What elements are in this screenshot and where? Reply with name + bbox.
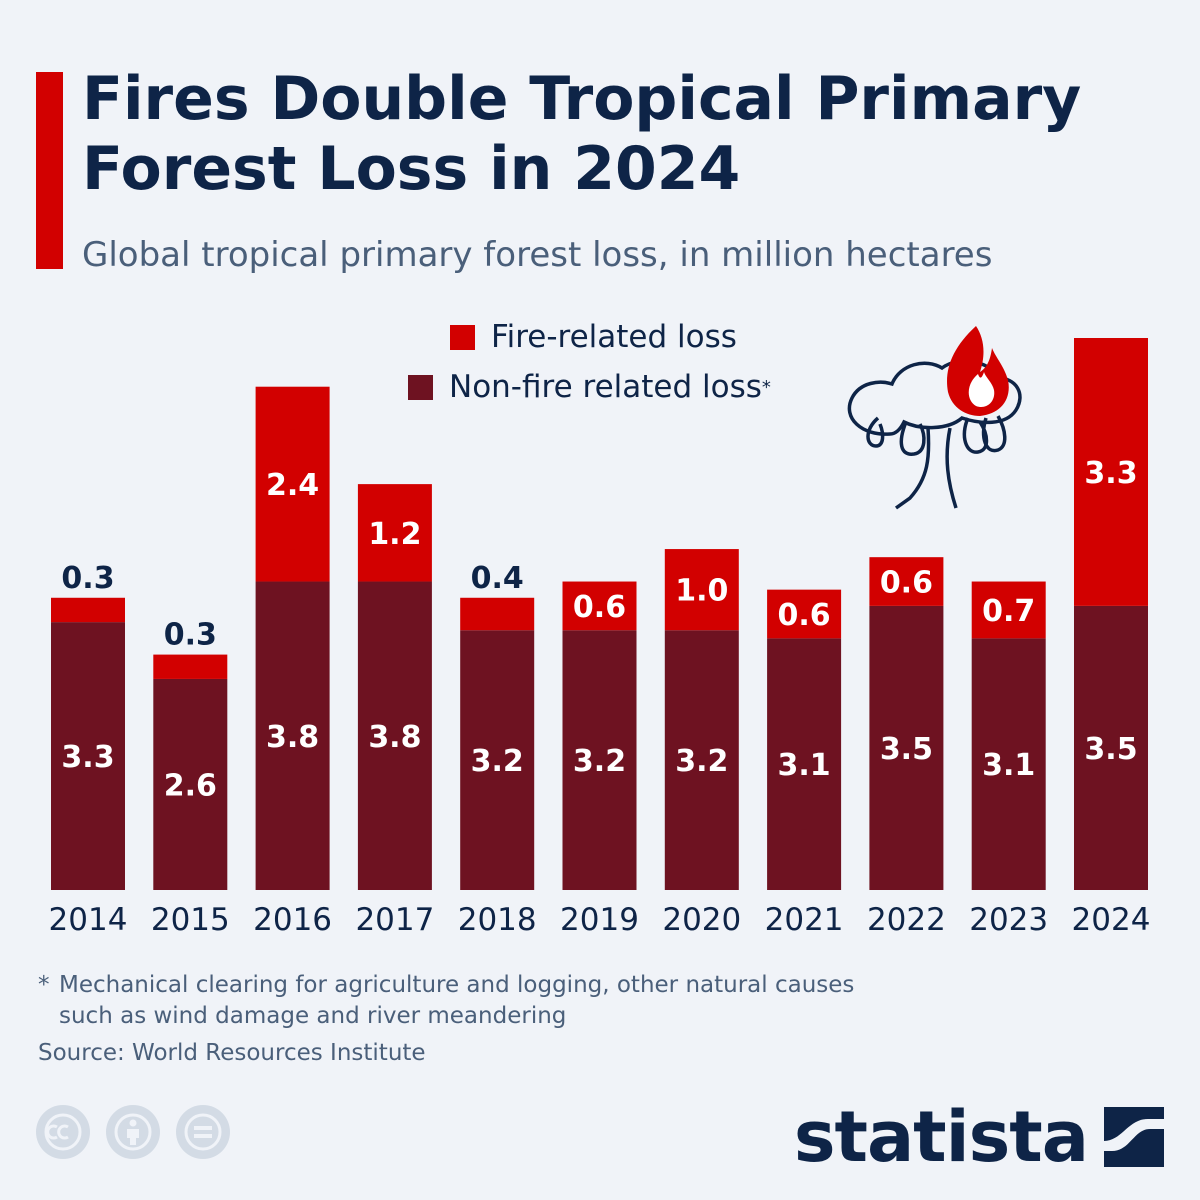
bar-fire-2018 (460, 597, 535, 631)
label-fire-2018: 0.4 (471, 561, 524, 596)
bar-non-fire-2022 (869, 605, 944, 890)
label-non-fire-2016: 3.8 (266, 720, 319, 755)
label-fire-2021: 0.6 (778, 598, 831, 633)
bar-non-fire-2015 (153, 678, 228, 890)
label-non-fire-2014: 3.3 (61, 740, 114, 775)
label-fire-2022: 0.6 (880, 566, 933, 601)
label-non-fire-2017: 3.8 (368, 720, 421, 755)
bar-fire-2021 (767, 589, 842, 639)
bar-non-fire-2016 (255, 581, 330, 890)
bar-fire-2017 (357, 484, 432, 582)
bar-fire-2014 (51, 597, 125, 623)
source-note: Source: World Resources Institute (38, 1040, 426, 1066)
label-non-fire-2015: 2.6 (164, 768, 217, 803)
no-derivatives-icon[interactable] (176, 1105, 230, 1159)
statista-logo[interactable]: statista (794, 1097, 1164, 1177)
label-fire-2024: 3.3 (1084, 456, 1137, 491)
label-fire-2016: 2.4 (266, 468, 319, 503)
brand-name: statista (793, 1096, 1089, 1178)
bar-fire-2019 (562, 581, 637, 631)
legend-label-non-fire: Non-fire related loss (449, 369, 762, 405)
chart-title: Fires Double Tropical Primary Forest Los… (82, 64, 1082, 204)
label-non-fire-2024: 3.5 (1084, 732, 1137, 767)
label-non-fire-2022: 3.5 (880, 732, 933, 767)
bar-non-fire-2023 (971, 638, 1046, 890)
bar-non-fire-2024 (1074, 605, 1148, 890)
legend-swatch-fire (450, 324, 475, 350)
stacked-bar-chart: 3.3 0.3 2014 2.6 0.3 2015 3.8 2.4 2016 3.8 1.2 2017… (49, 338, 1151, 938)
chart-subtitle: Global tropical primary forest loss, in … (82, 235, 993, 275)
x-tick-2019: 2019 (560, 902, 639, 938)
label-non-fire-2020: 3.2 (675, 744, 728, 779)
legend-item-fire: Fire-related loss (450, 312, 771, 362)
legend-footnote-marker: * (761, 376, 771, 398)
label-non-fire-2021: 3.1 (778, 748, 831, 783)
footnote-marker: * (38, 972, 50, 998)
x-tick-2020: 2020 (662, 902, 741, 938)
bar-fire-2024 (1074, 338, 1148, 606)
x-tick-2014: 2014 (49, 902, 128, 938)
label-fire-2015: 0.3 (164, 618, 217, 653)
bar-fire-2023 (971, 581, 1046, 639)
label-non-fire-2023: 3.1 (982, 748, 1035, 783)
statista-mark-icon (1104, 1107, 1164, 1167)
x-tick-2024: 2024 (1072, 902, 1151, 938)
x-tick-2016: 2016 (253, 902, 332, 938)
x-tick-2023: 2023 (969, 902, 1048, 938)
label-non-fire-2019: 3.2 (573, 744, 626, 779)
label-fire-2019: 0.6 (573, 590, 626, 625)
bar-non-fire-2017 (357, 581, 432, 890)
x-tick-2021: 2021 (765, 902, 844, 938)
legend: Fire-related loss Non-fire related loss * (408, 312, 771, 412)
footnote: * Mechanical clearing for agriculture an… (38, 970, 878, 1032)
attribution-icon[interactable] (106, 1105, 160, 1159)
label-fire-2023: 0.7 (982, 594, 1035, 629)
bar-non-fire-2020 (664, 630, 739, 890)
cc-icon[interactable] (36, 1105, 90, 1159)
legend-item-non-fire: Non-fire related loss * (408, 362, 771, 412)
bar-fire-2015 (153, 654, 228, 679)
bar-non-fire-2021 (767, 638, 842, 890)
license-icons (36, 1105, 230, 1159)
bar-non-fire-2019 (562, 630, 637, 890)
label-non-fire-2018: 3.2 (471, 744, 524, 779)
x-tick-2018: 2018 (458, 902, 537, 938)
legend-label-fire: Fire-related loss (491, 319, 737, 355)
label-fire-2014: 0.3 (61, 561, 114, 596)
footnote-text: Mechanical clearing for agriculture and … (59, 972, 855, 1029)
x-tick-2017: 2017 (355, 902, 434, 938)
bar-fire-2016 (255, 386, 330, 582)
bar-fire-2022 (869, 557, 944, 606)
forest-fire-icon (847, 326, 1022, 510)
bar-fire-2020 (664, 549, 739, 631)
bar-non-fire-2014 (51, 622, 125, 890)
bar-non-fire-2018 (460, 630, 535, 890)
label-fire-2017: 1.2 (368, 517, 421, 552)
x-tick-2015: 2015 (151, 902, 230, 938)
x-tick-2022: 2022 (867, 902, 946, 938)
label-fire-2020: 1.0 (675, 574, 728, 609)
title-accent-bar (36, 72, 63, 269)
legend-swatch-non-fire (408, 374, 433, 400)
